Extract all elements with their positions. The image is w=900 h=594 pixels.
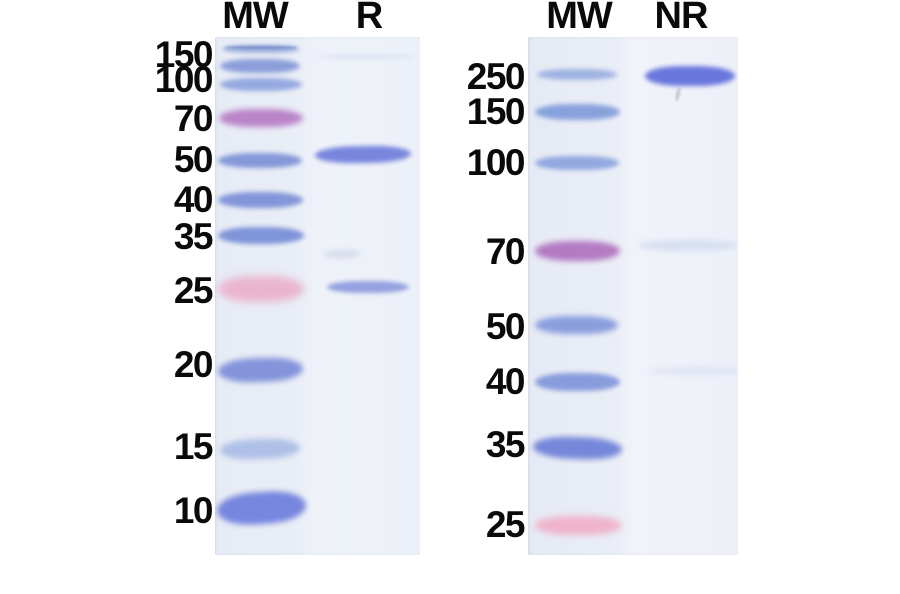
kda-label-150-gel-reduced: 150 [154, 34, 214, 75]
gel-panel-nonreduced [528, 37, 738, 555]
ladder-band-35 [532, 435, 623, 461]
lane-header-mw-gel-reduced: MW [222, 0, 289, 37]
lane-header-r-gel-reduced: R [355, 0, 383, 37]
lane-header-nr-gel-nonreduced: NR [654, 0, 709, 37]
gel-panel-reduced [215, 37, 420, 555]
ladder-band-50 [535, 316, 618, 334]
ladder-band-35 [218, 227, 304, 244]
kda-label-250-gel-nonreduced: 250 [466, 56, 526, 97]
kda-label-40-gel-nonreduced: 40 [485, 361, 526, 402]
ladder-band-10 [215, 488, 308, 528]
ladder-band-70 [535, 241, 620, 261]
kda-label-100-gel-nonreduced: 100 [466, 142, 526, 183]
kda-label-15-gel-reduced: 15 [173, 426, 214, 467]
ladder-band-70 [219, 109, 303, 127]
ladder-band-150 [220, 59, 300, 73]
kda-label-100-gel-reduced: 100 [154, 59, 214, 100]
kda-label-35-gel-nonreduced: 35 [485, 424, 526, 465]
kda-label-70-gel-nonreduced: 70 [485, 231, 526, 272]
ladder-band-150 [535, 104, 620, 120]
ladder-band-250 [537, 69, 617, 80]
gel-scratch [674, 86, 682, 102]
sample-band-25kda [327, 281, 409, 293]
kda-label-50-gel-reduced: 50 [173, 139, 214, 180]
ladder-band-top [222, 45, 300, 53]
sample-band-50kda [314, 145, 412, 164]
kda-label-40-gel-reduced: 40 [173, 179, 214, 220]
kda-label-10-gel-reduced: 10 [173, 490, 214, 531]
kda-label-150-gel-nonreduced: 150 [466, 91, 526, 132]
sample-band-faint-top [318, 54, 413, 59]
kda-label-20-gel-reduced: 20 [173, 344, 214, 385]
kda-label-25-gel-reduced: 25 [173, 270, 214, 311]
sample-smudge [323, 250, 361, 258]
sample-band-faint-70 [638, 240, 738, 251]
ladder-band-25 [218, 276, 304, 302]
kda-label-70-gel-reduced: 70 [173, 98, 214, 139]
ladder-band-15 [219, 437, 301, 461]
kda-label-50-gel-nonreduced: 50 [485, 306, 526, 347]
ladder-band-40 [535, 373, 620, 391]
ladder-band-50 [218, 153, 302, 168]
ladder-band-100 [535, 156, 619, 170]
kda-label-25-gel-nonreduced: 25 [485, 504, 526, 545]
ladder-band-20 [217, 356, 304, 384]
kda-label-35-gel-reduced: 35 [173, 216, 214, 257]
ladder-band-top-edge [225, 46, 297, 49]
ladder-band-25 [535, 516, 622, 535]
ladder-band-40 [218, 192, 303, 208]
lane-header-mw-gel-nonreduced: MW [546, 0, 613, 37]
ladder-band-100 [220, 78, 302, 91]
sample-band-faint-40 [648, 367, 738, 375]
sample-band-250kda [645, 66, 735, 86]
